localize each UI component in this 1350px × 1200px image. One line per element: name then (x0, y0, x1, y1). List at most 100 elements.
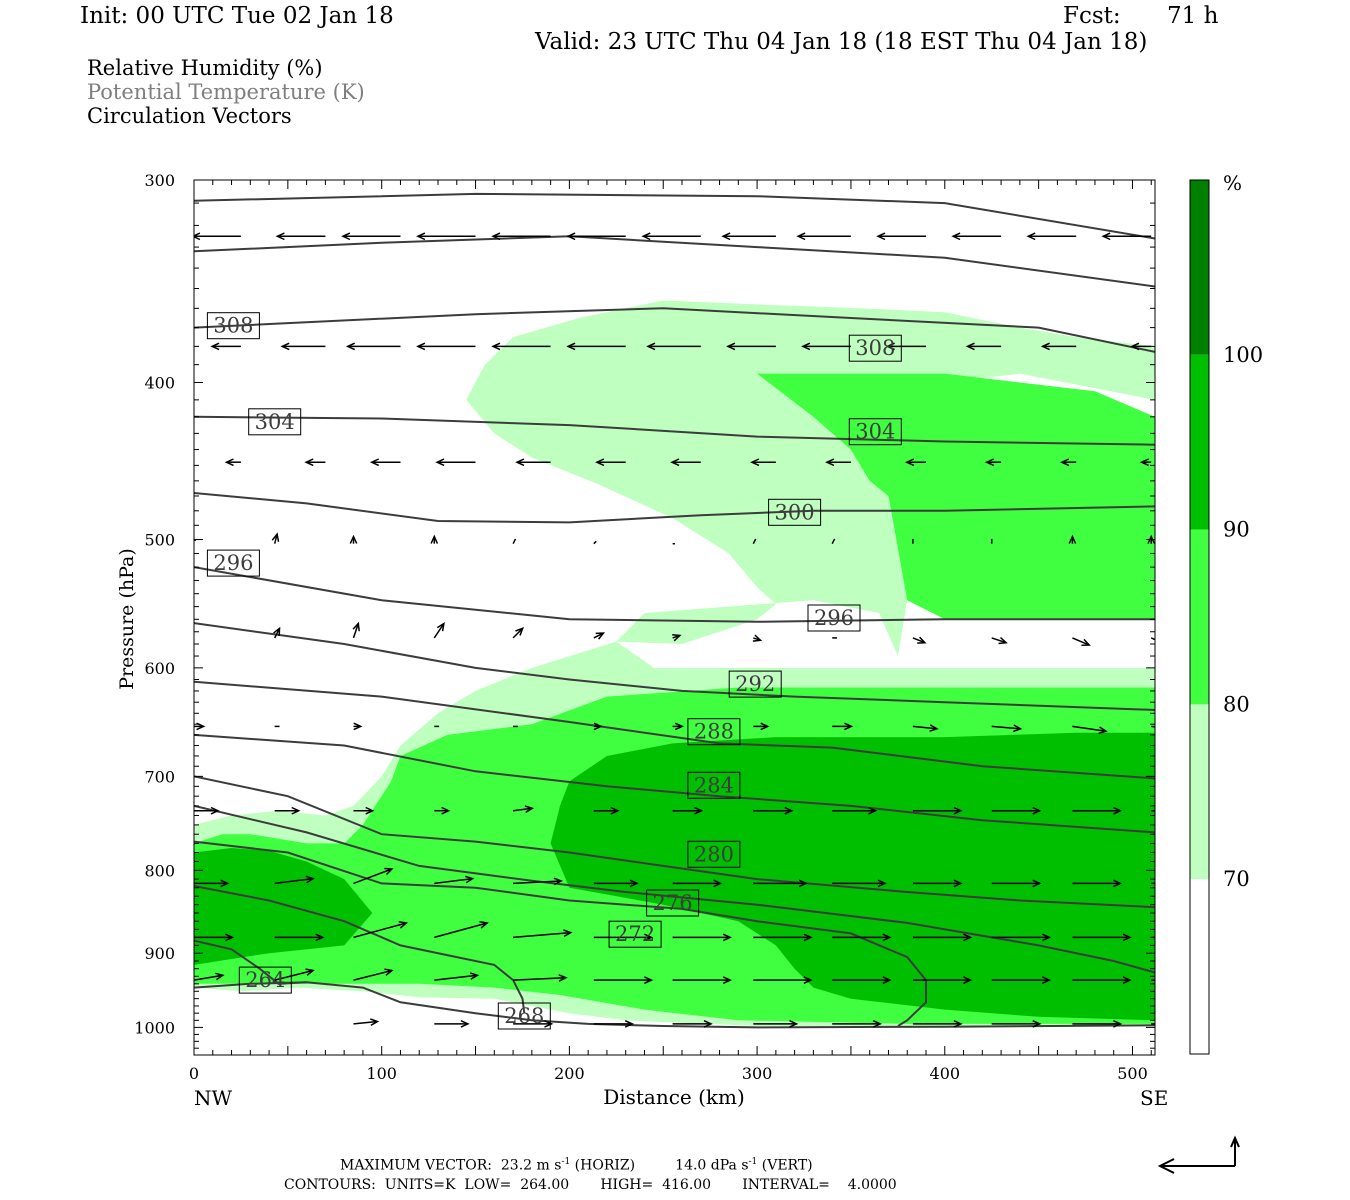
contour-label-text: 292 (735, 672, 775, 696)
x-tick-label: 0 (189, 1064, 199, 1083)
theta-contour-304 (194, 492, 1155, 524)
y-tick-label: 400 (144, 374, 175, 393)
circulation-vector (274, 933, 325, 942)
y-tick-label: 700 (144, 767, 175, 786)
circulation-vector (912, 724, 939, 732)
circulation-vector (951, 232, 1002, 241)
circulation-vector (1147, 534, 1155, 544)
contour-label-text: 308 (855, 336, 895, 360)
circulation-vector (753, 879, 808, 888)
circulation-vector (434, 921, 489, 939)
circulation-vector (1040, 342, 1077, 351)
circulation-vector (721, 232, 776, 241)
circulation-vector (194, 806, 220, 815)
circulation-vector (991, 976, 1052, 984)
contour-label-304: 304 (248, 408, 302, 436)
circulation-vector (753, 976, 813, 984)
footer-contours: CONTOURS: UNITS=K LOW= 264.00 HIGH= 416.… (284, 1177, 897, 1193)
circulation-vector (274, 968, 315, 981)
circulation-vector (194, 972, 225, 981)
circulation-vector (273, 626, 281, 639)
circulation-vector (280, 342, 326, 351)
footer-max-vector: MAXIMUM VECTOR: 23.2 m s-1 (HORIZ) 14.0 … (340, 1157, 813, 1174)
circulation-vector (991, 636, 1008, 645)
circulation-vector (194, 538, 197, 544)
circulation-vector (593, 1020, 635, 1028)
contour-label-text: 304 (255, 410, 295, 434)
circulation-vector (512, 538, 517, 545)
contour-label-text: 288 (694, 720, 734, 744)
x-tick-label: 300 (742, 1064, 773, 1083)
circulation-vector (991, 1020, 1042, 1028)
contour-label-text: 264 (245, 968, 285, 992)
theta-contour-316 (194, 235, 1155, 288)
y-tick-label: 800 (144, 861, 175, 880)
y-axis-label: Pressure (hPa) (116, 548, 138, 690)
contour-label-text: 284 (694, 773, 734, 797)
circulation-vector (595, 458, 626, 467)
contour-label-284: 284 (687, 771, 741, 799)
theta-contour-276 (194, 840, 927, 1027)
circulation-vector (912, 879, 963, 888)
circulation-vector (593, 806, 620, 815)
contour-label-text: 272 (615, 922, 655, 946)
circulation-vector (513, 1020, 554, 1028)
circulation-vector (434, 972, 480, 981)
circulation-vector (194, 232, 241, 241)
circulation-vector (304, 458, 326, 467)
circulation-vector (353, 806, 375, 815)
circulation-vector (513, 974, 568, 982)
circulation-vector (641, 232, 701, 241)
circulation-vector (1150, 637, 1155, 641)
legend-circulation-vectors: Circulation Vectors (87, 104, 292, 128)
contour-label-300: 300 (768, 498, 822, 526)
circulation-vector (912, 636, 927, 644)
circulation-vector (566, 342, 626, 351)
rh-region-80 (757, 373, 1155, 620)
circulation-vector (832, 806, 878, 815)
circulation-vector (1059, 458, 1077, 467)
colorbar-level-label: 80 (1223, 692, 1250, 716)
circulation-vector (832, 933, 892, 942)
max-vector-vertical: 14.0 dPa s (675, 1157, 749, 1174)
forecast-label: Fcst: (1063, 3, 1121, 29)
contour-label-268: 268 (497, 1002, 551, 1030)
theta-contour-268 (194, 939, 307, 985)
circulation-vector (672, 879, 723, 888)
circulation-vector (593, 879, 639, 888)
circulation-vector (832, 879, 887, 888)
contour-label-text: 296 (814, 606, 854, 630)
contour-label-text: 276 (653, 891, 693, 915)
theta-contour-296 (194, 622, 1155, 711)
circulation-vector (750, 458, 776, 467)
circulation-vector (984, 458, 1002, 467)
contour-label-text: 308 (213, 314, 253, 338)
contour-label-304: 304 (848, 418, 902, 446)
y-tick-label: 1000 (134, 1018, 175, 1037)
valid-time: Valid: 23 UTC Thu 04 Jan 18 (18 EST Thu … (535, 29, 1148, 55)
circulation-vector (491, 342, 551, 351)
y-tick-label: 600 (144, 659, 175, 678)
colorbar-level-label: 100 (1223, 343, 1263, 367)
theta-contour-312 (194, 307, 1155, 353)
contour-label-296: 296 (807, 604, 861, 632)
circulation-vector (912, 1020, 963, 1028)
contour-label-276: 276 (646, 889, 700, 917)
max-vector-label: MAXIMUM VECTOR: (340, 1157, 492, 1174)
circulation-vector (416, 342, 476, 351)
circulation-vector (515, 458, 551, 467)
circulation-vector (352, 621, 360, 639)
circulation-vector (672, 806, 704, 815)
circulation-vector (672, 976, 733, 984)
circulation-vector (513, 805, 535, 813)
circulation-vector (672, 633, 682, 642)
circulation-vector (752, 634, 763, 642)
y-tick-label: 900 (144, 944, 175, 963)
circulation-vector (753, 806, 794, 815)
circulation-vector (965, 342, 1002, 351)
circulation-vector (752, 538, 757, 545)
colorbar-level-label: 90 (1223, 518, 1250, 542)
x-axis-left-end: NW (194, 1086, 233, 1110)
circulation-vector (1072, 637, 1091, 647)
theta-contour-280 (194, 804, 1155, 974)
